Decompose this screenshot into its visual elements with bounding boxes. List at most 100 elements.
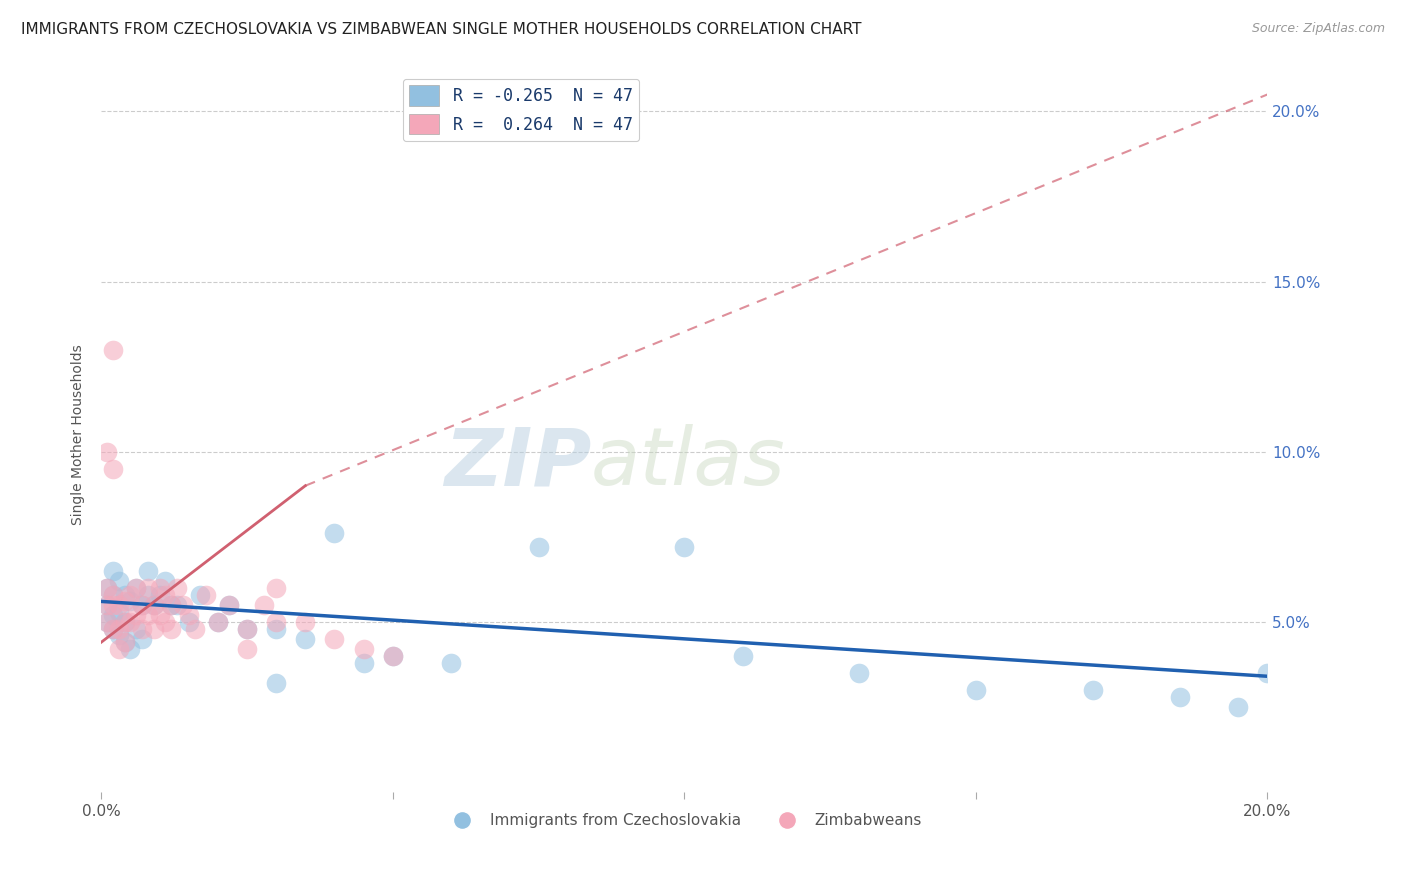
Point bbox=[101, 564, 124, 578]
Y-axis label: Single Mother Households: Single Mother Households bbox=[72, 344, 86, 525]
Point bbox=[353, 642, 375, 657]
Point bbox=[155, 588, 177, 602]
Point bbox=[107, 642, 129, 657]
Point bbox=[101, 343, 124, 357]
Point bbox=[114, 635, 136, 649]
Point bbox=[114, 635, 136, 649]
Point bbox=[253, 598, 276, 612]
Point bbox=[323, 632, 346, 646]
Point bbox=[120, 642, 142, 657]
Point bbox=[1256, 665, 1278, 680]
Point bbox=[264, 622, 287, 636]
Point bbox=[101, 588, 124, 602]
Point bbox=[142, 598, 165, 612]
Point bbox=[1227, 699, 1250, 714]
Point bbox=[294, 632, 316, 646]
Point bbox=[125, 622, 148, 636]
Point bbox=[155, 574, 177, 588]
Point bbox=[114, 588, 136, 602]
Point bbox=[527, 540, 550, 554]
Point bbox=[1081, 682, 1104, 697]
Point bbox=[101, 622, 124, 636]
Point bbox=[673, 540, 696, 554]
Point bbox=[114, 615, 136, 629]
Point bbox=[131, 632, 153, 646]
Point bbox=[965, 682, 987, 697]
Text: ZIP: ZIP bbox=[444, 425, 591, 502]
Point bbox=[120, 594, 142, 608]
Point bbox=[148, 607, 170, 622]
Point bbox=[188, 588, 211, 602]
Point bbox=[114, 615, 136, 629]
Point bbox=[136, 581, 159, 595]
Point bbox=[264, 581, 287, 595]
Point bbox=[323, 526, 346, 541]
Point bbox=[107, 598, 129, 612]
Point bbox=[101, 598, 124, 612]
Point bbox=[172, 598, 194, 612]
Point bbox=[136, 588, 159, 602]
Point bbox=[218, 598, 240, 612]
Point bbox=[136, 564, 159, 578]
Point bbox=[125, 581, 148, 595]
Point bbox=[101, 588, 124, 602]
Point bbox=[294, 615, 316, 629]
Point bbox=[125, 581, 148, 595]
Point bbox=[96, 615, 118, 629]
Point bbox=[114, 594, 136, 608]
Point bbox=[160, 598, 183, 612]
Point bbox=[101, 607, 124, 622]
Point bbox=[101, 461, 124, 475]
Point bbox=[148, 588, 170, 602]
Legend: Immigrants from Czechoslovakia, Zimbabweans: Immigrants from Czechoslovakia, Zimbabwe… bbox=[441, 807, 928, 834]
Point bbox=[96, 615, 118, 629]
Point bbox=[236, 642, 259, 657]
Point bbox=[166, 581, 188, 595]
Point bbox=[107, 574, 129, 588]
Point bbox=[155, 615, 177, 629]
Point bbox=[218, 598, 240, 612]
Point bbox=[381, 648, 404, 663]
Point bbox=[148, 581, 170, 595]
Point bbox=[136, 607, 159, 622]
Point bbox=[131, 598, 153, 612]
Point bbox=[125, 607, 148, 622]
Point bbox=[381, 648, 404, 663]
Point bbox=[195, 588, 218, 602]
Point bbox=[160, 598, 183, 612]
Point bbox=[131, 598, 153, 612]
Point bbox=[236, 622, 259, 636]
Point bbox=[96, 444, 118, 458]
Point bbox=[236, 622, 259, 636]
Point bbox=[120, 588, 142, 602]
Point bbox=[1168, 690, 1191, 704]
Point bbox=[848, 665, 870, 680]
Point bbox=[107, 605, 129, 619]
Point bbox=[177, 615, 200, 629]
Point bbox=[207, 615, 229, 629]
Point bbox=[166, 598, 188, 612]
Point bbox=[107, 628, 129, 642]
Point bbox=[264, 676, 287, 690]
Point bbox=[142, 598, 165, 612]
Text: atlas: atlas bbox=[591, 425, 786, 502]
Point bbox=[353, 656, 375, 670]
Point bbox=[131, 622, 153, 636]
Point bbox=[183, 622, 205, 636]
Point bbox=[96, 581, 118, 595]
Point bbox=[160, 622, 183, 636]
Point bbox=[264, 615, 287, 629]
Point bbox=[96, 598, 118, 612]
Point bbox=[96, 598, 118, 612]
Point bbox=[101, 622, 124, 636]
Point bbox=[440, 656, 463, 670]
Text: IMMIGRANTS FROM CZECHOSLOVAKIA VS ZIMBABWEAN SINGLE MOTHER HOUSEHOLDS CORRELATIO: IMMIGRANTS FROM CZECHOSLOVAKIA VS ZIMBAB… bbox=[21, 22, 862, 37]
Point bbox=[177, 607, 200, 622]
Text: Source: ZipAtlas.com: Source: ZipAtlas.com bbox=[1251, 22, 1385, 36]
Point bbox=[120, 615, 142, 629]
Point bbox=[731, 648, 754, 663]
Point bbox=[142, 622, 165, 636]
Point bbox=[207, 615, 229, 629]
Point bbox=[96, 581, 118, 595]
Point bbox=[107, 622, 129, 636]
